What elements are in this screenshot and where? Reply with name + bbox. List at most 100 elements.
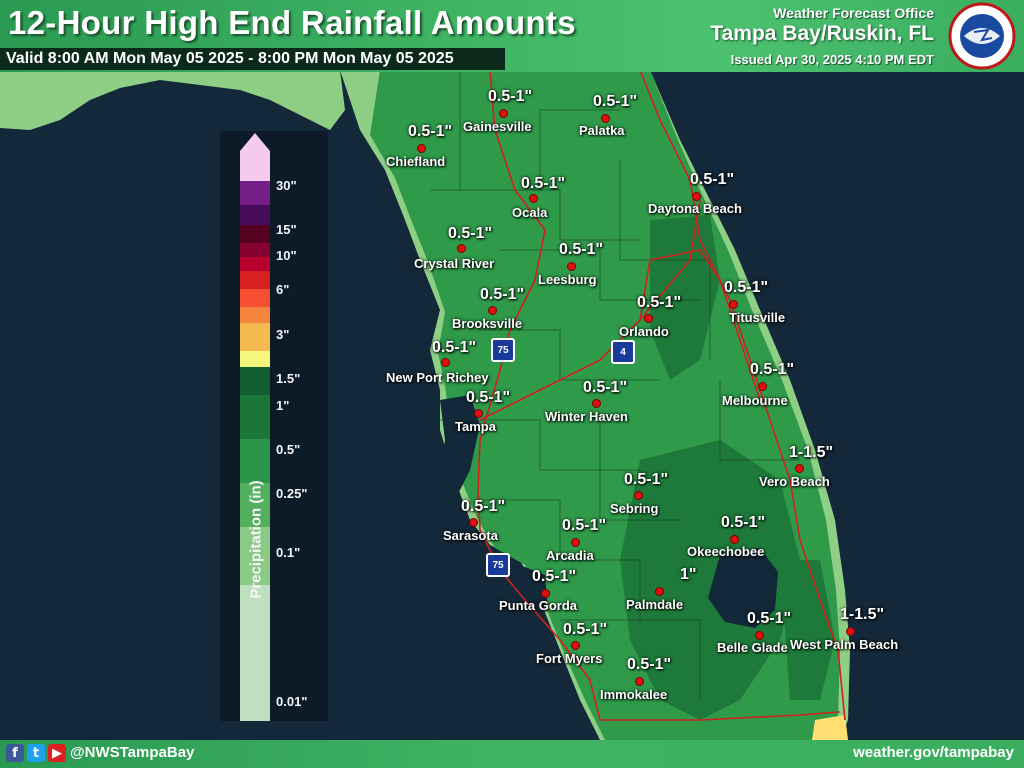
city-dot [417, 144, 426, 153]
city-amount: 1" [680, 566, 697, 583]
office-label: Weather Forecast Office [773, 5, 934, 21]
city-name: Brooksville [452, 316, 523, 331]
nws-logo-icon [948, 2, 1016, 70]
city-amount: 0.5-1" [461, 498, 506, 515]
panhandle-land [0, 70, 345, 130]
city-amount: 0.5-1" [593, 93, 638, 110]
dark-patch-se [780, 560, 835, 700]
dark-patch-south [620, 440, 800, 720]
city-dot [592, 399, 601, 408]
city-dot [571, 641, 580, 650]
interstate-shield: 4 [611, 340, 635, 364]
city-name: Okeechobee [687, 544, 765, 559]
legend-swatch [240, 395, 270, 439]
city-name: Chiefland [386, 154, 446, 169]
city-dot [655, 587, 664, 596]
city-amount: 0.5-1" [432, 339, 477, 356]
city-dot [755, 631, 764, 640]
city-amount: 0.5-1" [488, 88, 533, 105]
city-name: Palmdale [626, 597, 684, 612]
youtube-icon[interactable]: ▶ [48, 744, 66, 762]
facebook-icon[interactable]: f [6, 744, 24, 762]
legend-label: 1.5" [276, 371, 301, 386]
city-dot [474, 409, 483, 418]
city-amount: 0.5-1" [750, 361, 795, 378]
city-name: Ocala [512, 205, 548, 220]
city-name: West Palm Beach [790, 637, 899, 652]
city-name: Sebring [610, 501, 659, 516]
footer-bar [0, 740, 1024, 768]
social-handle[interactable]: @NWSTampaBay [70, 744, 195, 761]
legend-label: 0.01" [276, 694, 308, 709]
city-name: Melbourne [722, 393, 788, 408]
city-name: Sarasota [443, 528, 498, 543]
city-dot [635, 677, 644, 686]
city-amount: 1-1.5" [789, 444, 834, 461]
city-amount: 0.5-1" [624, 471, 669, 488]
social-icons: f t ▶ [6, 744, 66, 764]
legend-swatch [240, 367, 270, 395]
city-name: Orlando [619, 324, 669, 339]
legend-label: 0.1" [276, 545, 301, 560]
city-name: New Port Richey [386, 370, 489, 385]
city-dot [644, 314, 653, 323]
city-name: Palatka [579, 123, 625, 138]
city-dot [567, 262, 576, 271]
city-name: Immokalee [600, 687, 668, 702]
city-amount: 0.5-1" [521, 175, 566, 192]
city-amount: 0.5-1" [448, 225, 493, 242]
city-dot [488, 306, 497, 315]
city-amount: 0.5-1" [690, 171, 735, 188]
legend-swatch [240, 257, 270, 271]
city-amount: 0.5-1" [583, 379, 628, 396]
city-dot [499, 109, 508, 118]
city-dot [846, 627, 855, 636]
lake-okeechobee [708, 548, 778, 628]
county-lines [430, 70, 800, 700]
city-dot [541, 589, 550, 598]
legend-label: 3" [276, 327, 290, 342]
city-dot [729, 300, 738, 309]
city-amount: 0.5-1" [559, 241, 604, 258]
city-dot [634, 491, 643, 500]
website-link[interactable]: weather.gov/tampabay [853, 744, 1014, 761]
legend-swatch [240, 271, 270, 289]
city-name: Arcadia [546, 548, 594, 563]
legend-swatch [240, 483, 270, 527]
legend-label: 1" [276, 398, 290, 413]
legend-swatch [240, 289, 270, 307]
legend-label: 30" [276, 178, 297, 193]
city-dot [529, 194, 538, 203]
city-amount: 1-1.5" [840, 606, 885, 623]
twitter-icon[interactable]: t [27, 744, 45, 762]
city-amount: 0.5-1" [747, 610, 792, 627]
city-amount: 0.5-1" [637, 294, 682, 311]
legend-swatch [240, 527, 270, 585]
legend-swatch [240, 439, 270, 483]
city-dot [730, 535, 739, 544]
legend-swatch [240, 151, 270, 181]
city-name: Belle Glade [717, 640, 788, 655]
legend-swatch [240, 181, 270, 205]
city-amount: 0.5-1" [532, 568, 577, 585]
legend-swatch [240, 351, 270, 367]
valid-period: Valid 8:00 AM Mon May 05 2025 - 8:00 PM … [6, 50, 454, 67]
city-name: Punta Gorda [499, 598, 578, 613]
city-name: Crystal River [414, 256, 495, 271]
tampa-bay [440, 395, 480, 500]
legend-label: 0.25" [276, 486, 308, 501]
page-title: 12-Hour High End Rainfall Amounts [8, 4, 576, 41]
legend-label: 15" [276, 222, 297, 237]
city-name: Gainesville [463, 119, 532, 134]
city-amount: 0.5-1" [466, 389, 511, 406]
city-dot [758, 382, 767, 391]
city-name: Daytona Beach [648, 201, 742, 216]
interstate-shield: 75 [486, 553, 510, 577]
charlotte-harbor [518, 565, 548, 615]
city-amount: 0.5-1" [408, 123, 453, 140]
legend-label: 6" [276, 282, 290, 297]
city-dot [571, 538, 580, 547]
legend-swatch [240, 205, 270, 225]
